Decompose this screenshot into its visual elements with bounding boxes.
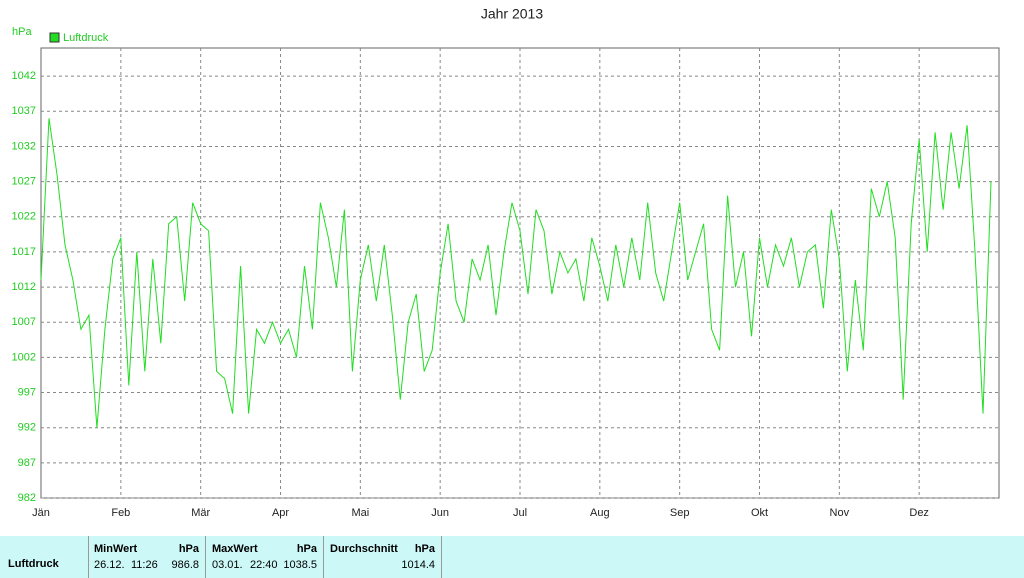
col-name: MinWert <box>94 543 138 555</box>
y-tick-label: 982 <box>18 492 36 504</box>
col-unit: hPa <box>296 543 317 555</box>
value: 986.8 <box>171 559 199 571</box>
x-tick-label: Okt <box>751 507 768 519</box>
x-tick-label: Mär <box>191 507 210 519</box>
value: 1038.5 <box>283 559 317 571</box>
legend-label: Luftdruck <box>63 32 109 44</box>
series-line <box>40 118 992 428</box>
chart-title: Jahr 2013 <box>481 6 543 22</box>
chart: Jahr 2013 hPa 982 987 992 997 1002 1007 1012 10… <box>12 6 1000 519</box>
y-unit: hPa <box>12 26 32 38</box>
avg-col: Durchschnitt hPa 1014.4 <box>324 536 442 578</box>
x-tick-label: Jän <box>32 507 50 519</box>
label-col: Luftdruck <box>0 536 89 578</box>
y-tick-label: 1042 <box>12 70 36 82</box>
x-tick-label: Feb <box>111 507 130 519</box>
x-tick-label: Jul <box>513 507 527 519</box>
date: 03.01. <box>212 559 243 571</box>
x-tick-label: Mai <box>351 507 369 519</box>
y-tick-label: 1012 <box>12 281 36 293</box>
y-tick-label: 1037 <box>12 105 36 117</box>
col-name: Durchschnitt <box>330 543 398 555</box>
y-tick-label: 987 <box>18 457 36 469</box>
time: 11:26 <box>131 559 158 571</box>
row-label: Luftdruck <box>8 558 59 570</box>
y-tick-label: 1032 <box>12 140 36 152</box>
x-tick-label: Jun <box>431 507 449 519</box>
y-tick-label: 1027 <box>12 176 36 188</box>
x-tick-label: Aug <box>590 507 610 519</box>
y-tick-label: 1017 <box>12 246 36 258</box>
min-col: MinWert hPa 26.12. 11:26 986.8 <box>89 536 206 578</box>
stats-table: Luftdruck MinWert hPa 26.12. 11:26 986.8… <box>0 536 1024 578</box>
x-tick-label: Sep <box>670 507 690 519</box>
y-tick-label: 1022 <box>12 211 36 223</box>
y-tick-label: 1002 <box>12 351 36 363</box>
y-tick-label: 992 <box>18 422 36 434</box>
x-tick-label: Dez <box>909 507 929 519</box>
x-tick-label: Nov <box>830 507 850 519</box>
legend-swatch <box>49 32 60 43</box>
y-tick-label: 1007 <box>12 316 36 328</box>
col-unit: hPa <box>178 543 199 555</box>
max-col: MaxWert hPa 03.01. 22:40 1038.5 <box>206 536 324 578</box>
date: 26.12. <box>94 559 125 571</box>
value: 1014.4 <box>401 559 435 571</box>
col-name: MaxWert <box>212 543 258 555</box>
col-unit: hPa <box>414 543 435 555</box>
x-tick-label: Apr <box>272 507 289 519</box>
y-tick-label: 997 <box>18 386 36 398</box>
time: 22:40 <box>250 559 278 571</box>
